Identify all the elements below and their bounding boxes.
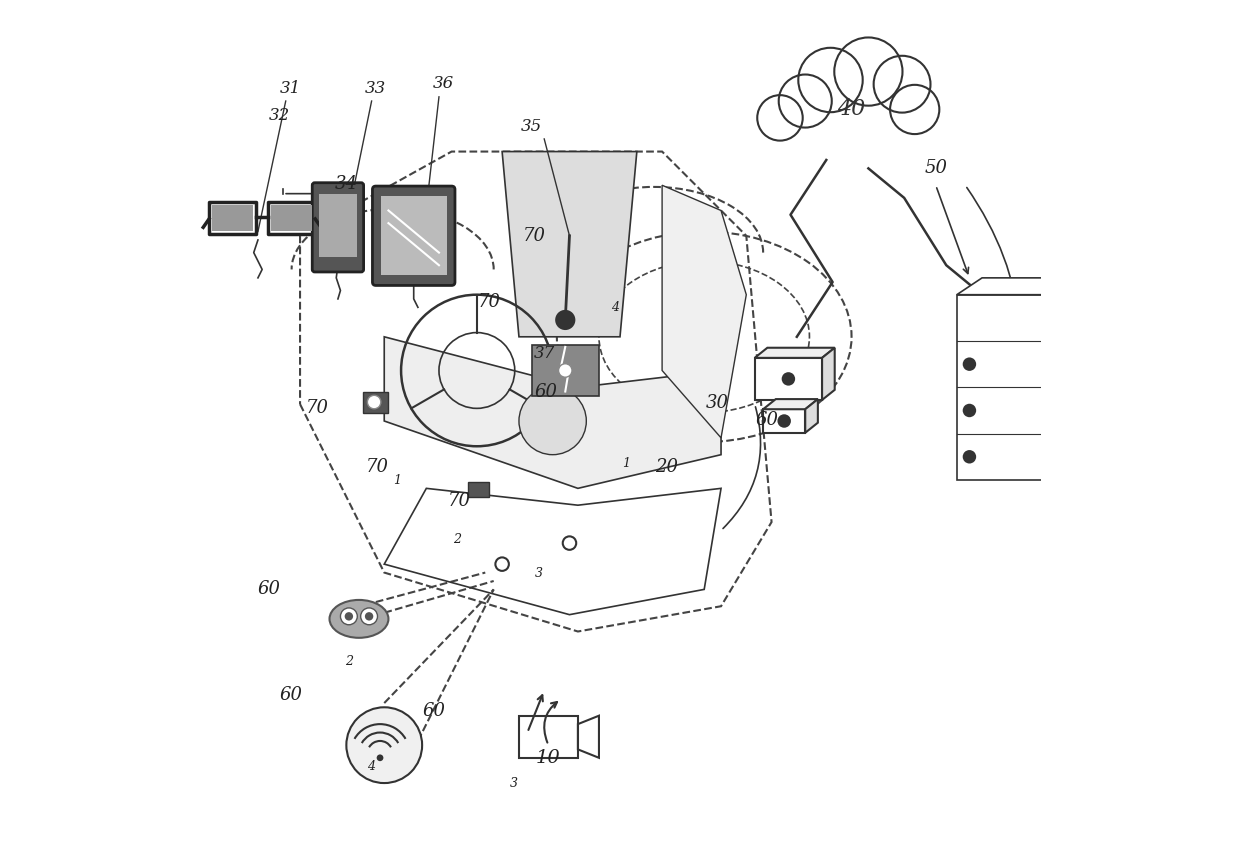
Text: 2: 2 [346,655,353,668]
Text: 70: 70 [366,458,388,477]
Text: 70: 70 [477,293,501,312]
Polygon shape [502,152,637,337]
Bar [363,392,388,413]
Text: 37: 37 [533,345,554,362]
Text: 4: 4 [367,760,374,773]
Bar [755,358,822,400]
Text: 70: 70 [523,226,546,245]
Circle shape [799,48,863,112]
Text: 1: 1 [621,457,630,470]
Bar [272,205,311,231]
Text: 2: 2 [454,533,461,546]
Circle shape [345,612,353,621]
FancyArrowPatch shape [967,188,1021,473]
Circle shape [346,707,422,783]
Text: 3: 3 [534,567,543,579]
Bar [957,295,1058,480]
Circle shape [563,536,577,550]
Circle shape [962,450,976,463]
Circle shape [777,414,791,428]
Circle shape [496,557,508,571]
Text: 1: 1 [393,474,402,487]
Circle shape [781,372,795,386]
Bar [210,202,257,234]
Circle shape [365,612,373,621]
Text: 40: 40 [837,99,866,120]
Ellipse shape [330,600,388,638]
Circle shape [367,396,381,409]
Circle shape [779,74,832,128]
Text: 30: 30 [706,394,728,413]
Polygon shape [662,185,746,438]
Bar [520,716,578,758]
Text: 70: 70 [448,492,470,510]
Text: 60: 60 [258,580,281,599]
Text: 4: 4 [611,301,619,314]
Circle shape [874,56,930,113]
Circle shape [758,95,802,141]
Text: 60: 60 [534,382,557,401]
Bar [469,482,490,497]
Polygon shape [805,399,818,433]
Circle shape [361,608,377,625]
Circle shape [558,364,572,377]
Circle shape [520,387,587,455]
Circle shape [890,85,940,134]
Bar [381,196,446,275]
Bar [319,194,357,257]
Text: 10: 10 [536,749,560,767]
Text: 32: 32 [268,107,290,124]
Text: 33: 33 [366,80,387,97]
Polygon shape [957,278,1083,295]
FancyBboxPatch shape [312,183,363,272]
Polygon shape [1058,278,1083,480]
FancyArrowPatch shape [723,407,760,529]
Bar [532,345,599,396]
Text: 50: 50 [924,158,947,177]
Text: 60: 60 [279,685,303,704]
Text: 60: 60 [422,702,445,721]
Circle shape [962,357,976,370]
FancyBboxPatch shape [372,186,455,285]
Polygon shape [384,337,720,488]
Circle shape [377,754,383,761]
Text: 35: 35 [521,118,542,135]
Polygon shape [822,348,835,400]
Text: 31: 31 [279,80,300,97]
Text: 34: 34 [335,175,358,194]
Circle shape [341,608,357,625]
Bar [763,409,805,433]
Circle shape [835,37,903,106]
Bar [268,202,315,234]
Text: 60: 60 [756,411,779,429]
Polygon shape [755,348,835,358]
Text: 20: 20 [655,457,678,476]
Text: 3: 3 [510,777,517,790]
Circle shape [556,310,575,330]
Bar [212,205,253,231]
Circle shape [962,404,976,417]
Polygon shape [763,399,818,409]
Text: 36: 36 [433,76,454,93]
Text: 70: 70 [306,399,329,418]
